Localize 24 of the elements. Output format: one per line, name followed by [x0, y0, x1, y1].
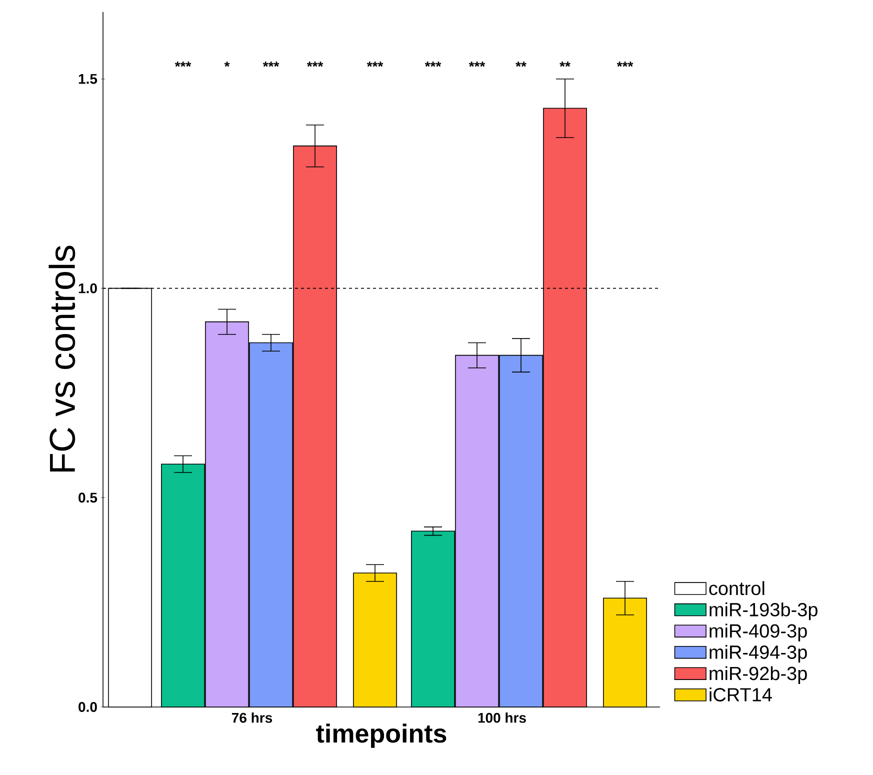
legend-label: control	[709, 581, 764, 596]
legend-label: miR-409-3p	[710, 624, 807, 642]
legend-label: miR-494-3p	[710, 644, 807, 663]
x-tick-label: 100 hrs	[478, 712, 526, 723]
annotation: **	[560, 62, 570, 67]
y-tick-label: 0.5	[78, 492, 98, 503]
legend-label: miR-92b-3p	[710, 666, 807, 684]
x-tick-label: 76 hrs	[232, 712, 272, 723]
annotation: ***	[424, 62, 442, 67]
annotation: ***	[262, 62, 280, 67]
y-tick-label: 1.5	[78, 74, 98, 84]
legend-label: iCRT14	[710, 688, 772, 702]
annotation: *	[224, 62, 230, 67]
annotation: ***	[366, 62, 384, 67]
annotation: **	[516, 62, 526, 67]
y-axis-title: FC vs controls	[48, 246, 76, 472]
x-axis-title: timepoints	[316, 724, 446, 748]
legend-label: miR-193b-3p	[710, 602, 818, 620]
y-tick-label: 0.0	[78, 702, 97, 712]
annotation: ***	[174, 62, 192, 67]
annotation: ***	[616, 62, 634, 67]
y-tick-label: 1.0	[78, 283, 97, 294]
annotation: ***	[306, 62, 324, 67]
annotation: ***	[468, 62, 486, 67]
